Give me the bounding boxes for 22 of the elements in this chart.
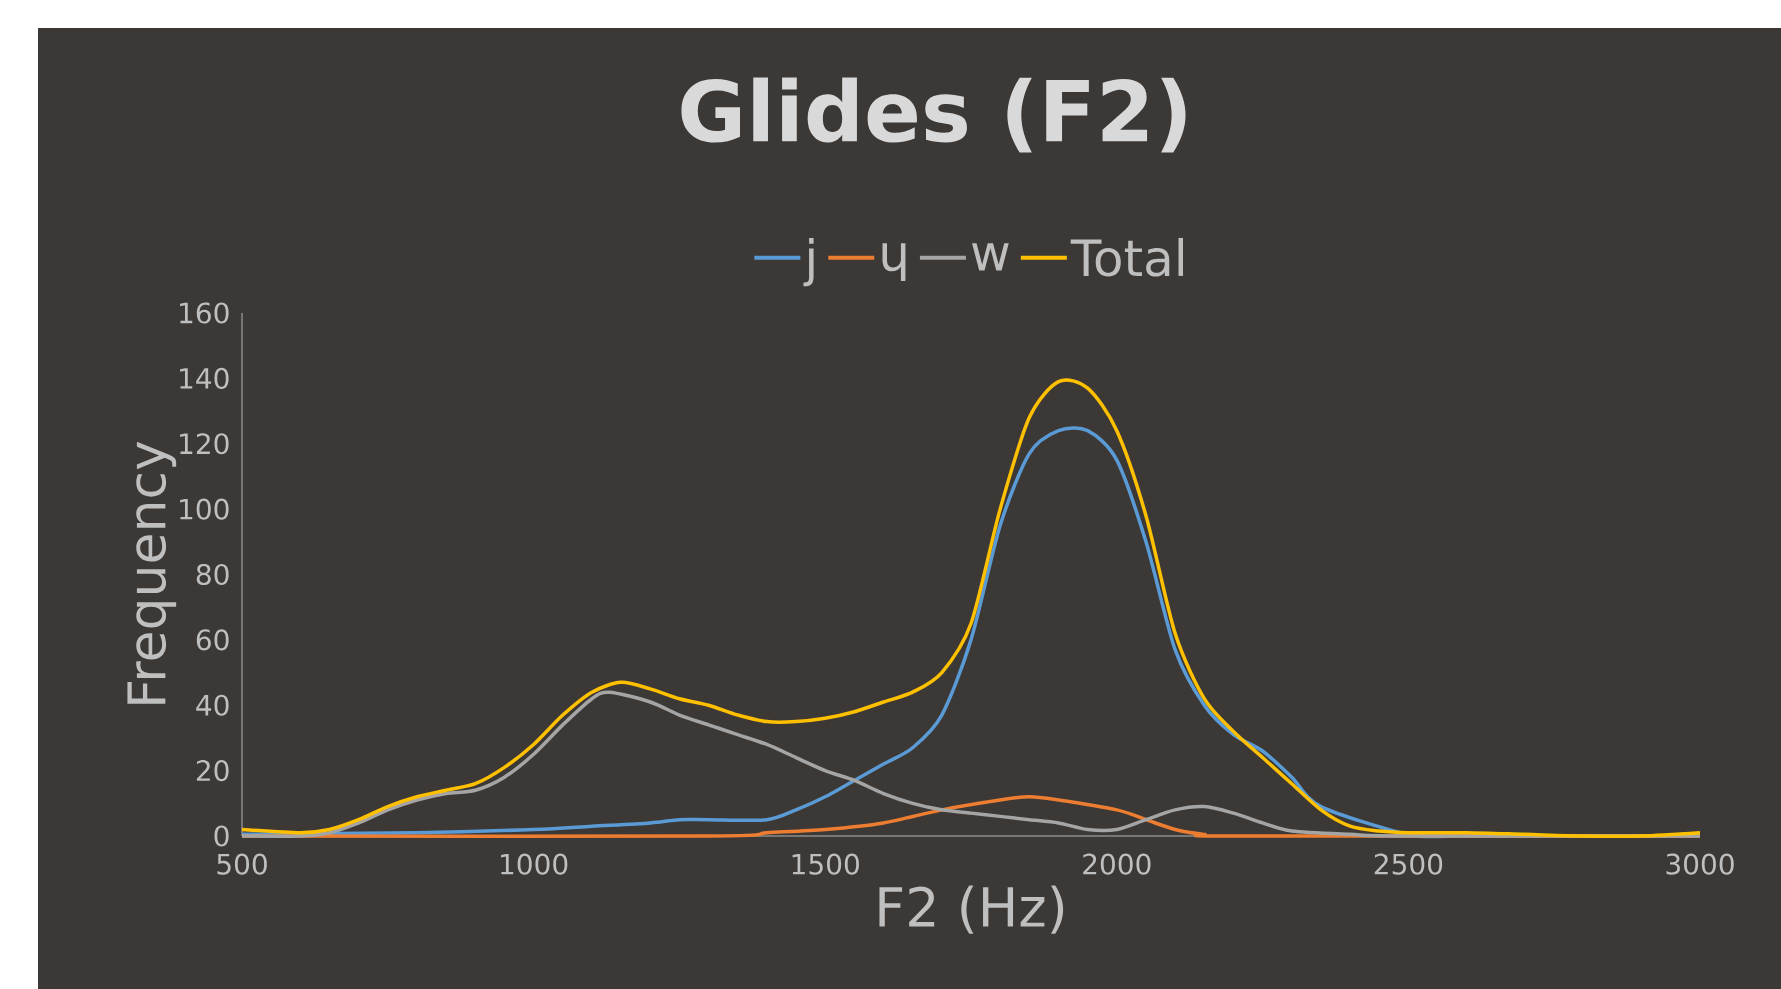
- y-tick-label: 40: [196, 694, 229, 716]
- y-tick-label: 20: [196, 760, 229, 782]
- y-tick-label: 80: [196, 563, 229, 586]
- y-tick-label: 140: [180, 367, 229, 389]
- y-axis-title: Frequency: [127, 441, 177, 704]
- chart-title: Glides (F2): [681, 77, 1186, 153]
- y-tick-label: 60: [196, 629, 229, 651]
- x-tick-label: 3000: [1666, 853, 1734, 875]
- y-tick-label: 120: [180, 433, 229, 455]
- y-tick-label: 160: [180, 302, 229, 324]
- x-tick-label: 500: [217, 853, 267, 875]
- x-tick-label: 2000: [1083, 853, 1151, 875]
- legend-label: j: [803, 237, 814, 287]
- x-tick-label: 1000: [501, 853, 568, 875]
- legend-label: Total: [1070, 237, 1183, 277]
- x-axis-title: F2 (Hz): [879, 885, 1064, 934]
- x-tick-label: 2500: [1374, 853, 1443, 875]
- legend-label: w: [972, 243, 1009, 271]
- y-tick-label: 100: [180, 498, 229, 520]
- x-tick-label: 1500: [792, 853, 859, 875]
- legend-label: ɥ: [882, 243, 906, 281]
- y-tick-label: 0: [214, 825, 229, 847]
